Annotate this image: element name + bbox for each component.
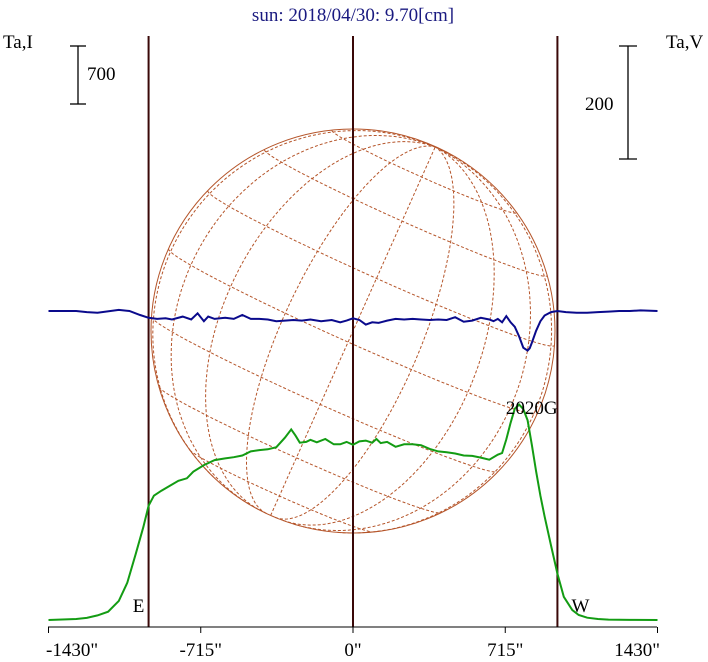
left-axis-label: Ta,I: [3, 32, 33, 53]
grid-line: [205, 141, 436, 510]
x-tick-label: 0": [344, 640, 361, 661]
grid-line: [158, 386, 441, 514]
grid-line: [283, 146, 495, 526]
x-tick-label: -715": [179, 640, 222, 661]
annotations: 2020G: [506, 398, 558, 419]
chart-title: sun: 2018/04/30: 9.70[cm]: [252, 5, 454, 26]
annotation-label: 2020G: [506, 398, 558, 419]
grid-line: [293, 146, 532, 531]
x-tick-label: -1430": [46, 640, 98, 661]
marker-label: W: [571, 596, 589, 617]
series-line-V: [48, 308, 658, 352]
right-axis-label: Ta,V: [666, 32, 703, 53]
x-axis-ticks: -1430" -715" 0" 715" 1430": [46, 627, 660, 661]
x-tick-label: 715": [487, 640, 523, 661]
x-tick-label: 1430": [614, 640, 660, 661]
scale-bars: 700 200: [70, 45, 637, 160]
right-scale-bar-label: 200: [585, 94, 614, 115]
right-scale-bar: 200: [585, 45, 637, 160]
grid-line: [337, 146, 553, 534]
left-scale-bar: 700: [70, 45, 116, 105]
grid-line: [152, 130, 436, 478]
grid-line: [270, 146, 436, 516]
left-scale-bar-label: 700: [87, 64, 116, 85]
heliographic-grid: [151, 130, 555, 534]
series-line-I: [48, 403, 658, 621]
grid-line: [170, 134, 436, 505]
solar-disk: [150, 128, 556, 534]
grid-line: [207, 190, 555, 347]
marker-label: E: [133, 596, 145, 617]
